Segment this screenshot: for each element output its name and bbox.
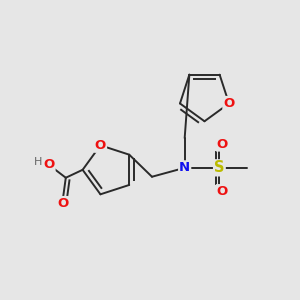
Text: O: O	[217, 185, 228, 198]
Text: O: O	[217, 138, 228, 151]
Text: O: O	[57, 197, 68, 210]
Text: N: N	[179, 161, 190, 174]
Text: O: O	[224, 97, 235, 110]
Text: O: O	[95, 139, 106, 152]
Text: H: H	[34, 157, 42, 167]
Text: S: S	[214, 160, 225, 175]
Text: O: O	[43, 158, 55, 171]
